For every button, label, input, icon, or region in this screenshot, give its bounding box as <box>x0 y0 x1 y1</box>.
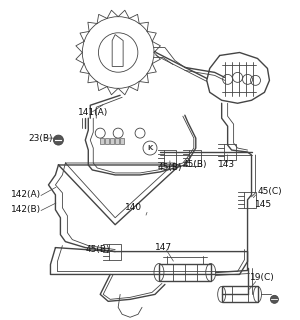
Text: 19(C): 19(C) <box>250 273 274 282</box>
Text: 145: 145 <box>254 200 272 209</box>
Text: 142(A): 142(A) <box>11 190 41 199</box>
Text: 45(B): 45(B) <box>158 164 182 172</box>
Bar <box>100 138 104 144</box>
Text: 147: 147 <box>155 243 172 252</box>
Bar <box>115 138 119 144</box>
Bar <box>222 286 257 302</box>
Text: 141(A): 141(A) <box>78 108 109 117</box>
Circle shape <box>53 135 63 145</box>
Bar <box>189 150 201 166</box>
Circle shape <box>270 295 278 303</box>
Bar <box>164 150 176 166</box>
Bar <box>105 138 109 144</box>
Bar <box>110 138 114 144</box>
Text: 142(B): 142(B) <box>11 205 41 214</box>
Text: K: K <box>147 145 153 151</box>
Text: 45(B): 45(B) <box>183 160 207 170</box>
Text: 45(C): 45(C) <box>257 187 282 196</box>
Text: 140: 140 <box>125 203 142 212</box>
Bar <box>120 138 124 144</box>
Text: 45(B): 45(B) <box>85 245 110 254</box>
Bar <box>109 244 121 260</box>
Bar <box>244 192 256 208</box>
Bar <box>159 263 211 281</box>
Text: 143: 143 <box>218 160 235 170</box>
Bar <box>224 144 236 160</box>
Text: 23(B): 23(B) <box>28 134 53 143</box>
